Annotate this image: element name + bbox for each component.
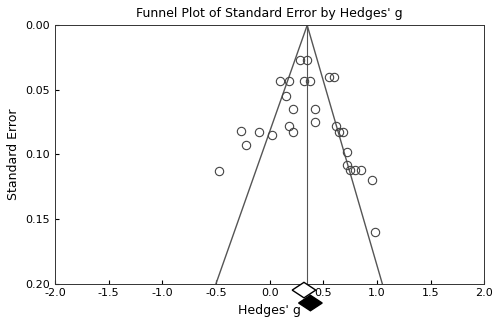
Title: Funnel Plot of Standard Error by Hedges' g: Funnel Plot of Standard Error by Hedges'… [136, 7, 403, 20]
X-axis label: Hedges' g: Hedges' g [238, 304, 301, 317]
Polygon shape [298, 295, 322, 311]
Y-axis label: Standard Error: Standard Error [7, 109, 20, 200]
Polygon shape [292, 282, 316, 298]
